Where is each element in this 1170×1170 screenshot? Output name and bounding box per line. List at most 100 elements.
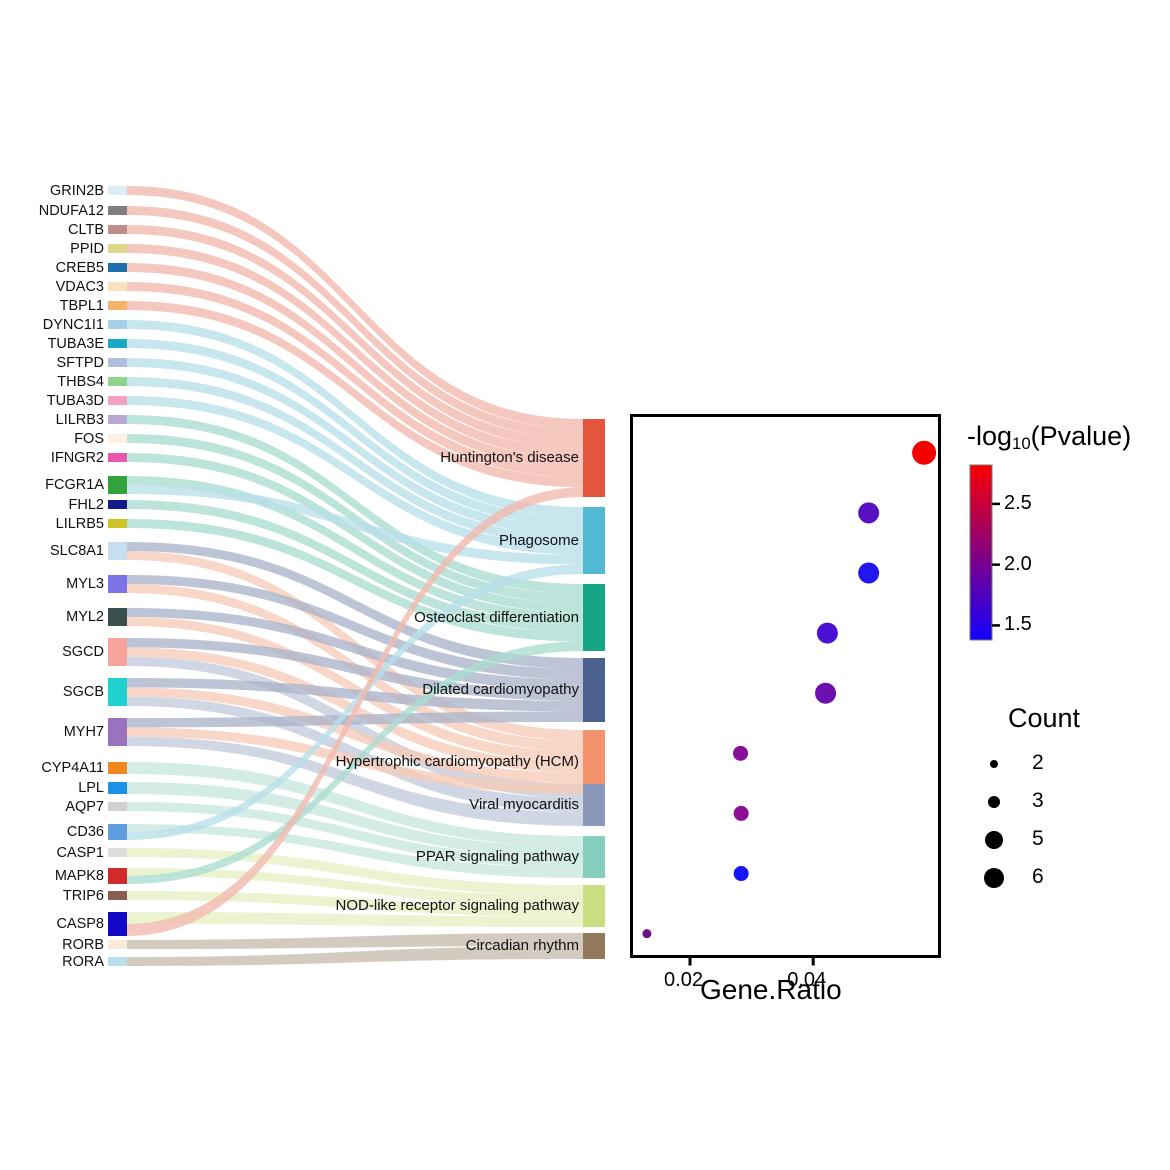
scatter-point[interactable] <box>912 440 937 465</box>
sankey-gene-node-group <box>108 186 127 966</box>
sankey-link <box>127 487 583 936</box>
sankey-gene-node <box>108 718 127 746</box>
sankey-link <box>127 687 583 784</box>
sankey-gene-node <box>108 282 127 291</box>
gene-label: TBPL1 <box>59 297 104 314</box>
sankey-gene-node <box>108 519 127 528</box>
pathway-label: Circadian rhythm <box>465 937 579 954</box>
sankey-gene-node <box>108 638 127 666</box>
sankey-link <box>127 396 583 555</box>
sankey-link <box>127 656 583 798</box>
sankey-link <box>127 564 583 840</box>
gene-label: RORA <box>62 953 104 970</box>
sankey-link <box>127 848 583 896</box>
sankey-link-group <box>127 186 583 966</box>
sankey-link <box>127 206 583 439</box>
gene-label: TRIP6 <box>62 887 104 904</box>
sankey-gene-node <box>108 415 127 424</box>
sankey-link <box>127 225 583 449</box>
sankey-gene-node <box>108 453 127 462</box>
sankey-pathway-node <box>583 419 605 497</box>
colorbar-gradient <box>969 464 993 641</box>
gene-label: SGCB <box>62 684 104 700</box>
gene-label: DYNC1I1 <box>42 316 104 333</box>
sankey-pathway-node <box>583 730 605 794</box>
sankey-link <box>127 891 583 917</box>
sankey-gene-node <box>108 868 127 884</box>
sankey-link <box>127 696 583 812</box>
scatter-point[interactable] <box>733 805 749 821</box>
colorbar-title: -log10(Pvalue) <box>967 421 1131 454</box>
sankey-link <box>127 415 583 594</box>
gene-label: MAPK8 <box>54 868 104 884</box>
scatter-point[interactable] <box>858 562 880 584</box>
gene-label: SFTPD <box>56 354 104 371</box>
pathway-label: Phagosome <box>498 531 579 549</box>
sankey-link <box>127 542 583 669</box>
sankey-link <box>127 736 583 826</box>
gene-label: GRIN2B <box>50 182 104 199</box>
colorbar-title-subscript: 10 <box>1012 434 1031 454</box>
sankey-link <box>127 638 583 701</box>
sankey-link <box>127 186 583 429</box>
size-legend-label: 5 <box>1032 827 1044 850</box>
sankey-gene-node <box>108 500 127 509</box>
colorbar-tick-group <box>992 502 1000 627</box>
sankey-gene-node <box>108 824 127 840</box>
sankey-gene-node <box>108 891 127 900</box>
sankey-link <box>127 519 583 642</box>
pathway-label: Viral myocarditis <box>469 796 579 813</box>
x-axis-tick-label: 0.02 <box>664 968 703 991</box>
gene-label: LILRB5 <box>55 515 104 532</box>
sankey-link <box>127 678 583 712</box>
scatter-point[interactable] <box>733 745 749 761</box>
sankey-link <box>127 485 583 565</box>
scatter-point[interactable] <box>733 866 749 882</box>
sankey-gene-node <box>108 802 127 811</box>
sankey-gene-node <box>108 957 127 966</box>
scatter-point[interactable] <box>815 682 837 704</box>
scatter-point[interactable] <box>816 622 838 644</box>
sankey-link <box>127 358 583 536</box>
size-legend-title: Count <box>1008 703 1081 733</box>
gene-label: THBS4 <box>57 373 104 390</box>
sankey-pathway-node <box>583 836 605 878</box>
size-legend-dot-group <box>984 760 1004 888</box>
pathway-label: Dilated cardiomyopathy <box>422 681 579 698</box>
sankey-gene-node <box>108 678 127 706</box>
sankey-link <box>127 301 583 488</box>
sankey-pathway-node <box>583 784 605 826</box>
size-legend-label: 2 <box>1032 751 1044 774</box>
x-axis-tick-label: 0.04 <box>787 968 827 991</box>
x-axis-title: Gene.Ratio <box>700 974 842 1005</box>
plot-panel-border <box>630 414 941 958</box>
sankey-gene-node <box>108 848 127 857</box>
size-legend-dot <box>985 831 1003 849</box>
scatter-point[interactable] <box>642 929 652 939</box>
x-axis-tick-group <box>688 956 815 966</box>
gene-label: NDUFA12 <box>38 202 104 219</box>
pathway-label: Hypertrophic cardiomyopathy (HCM) <box>335 753 579 770</box>
size-legend-label: 6 <box>1032 865 1044 888</box>
gene-label: CD36 <box>66 824 104 840</box>
gene-label: MYL3 <box>66 576 104 592</box>
scatter-point[interactable] <box>858 502 880 524</box>
sankey-gene-node <box>108 575 127 593</box>
scatter-point-group <box>642 440 937 939</box>
gene-label: CASP8 <box>56 916 104 932</box>
sankey-pathway-node <box>583 933 605 959</box>
sankey-gene-node <box>108 244 127 253</box>
colorbar-legend <box>969 464 1000 641</box>
sankey-gene-node <box>108 396 127 405</box>
sankey-link <box>127 608 583 690</box>
sankey-gene-node <box>108 206 127 215</box>
sankey-link <box>127 641 583 884</box>
sankey-gene-node <box>108 542 127 560</box>
size-legend-dot <box>990 760 998 768</box>
sankey-gene-node <box>108 608 127 626</box>
sankey-link <box>127 434 583 604</box>
pathway-label: NOD-like receptor signaling pathway <box>335 897 579 914</box>
sankey-gene-node <box>108 339 127 348</box>
size-legend <box>984 760 1004 888</box>
